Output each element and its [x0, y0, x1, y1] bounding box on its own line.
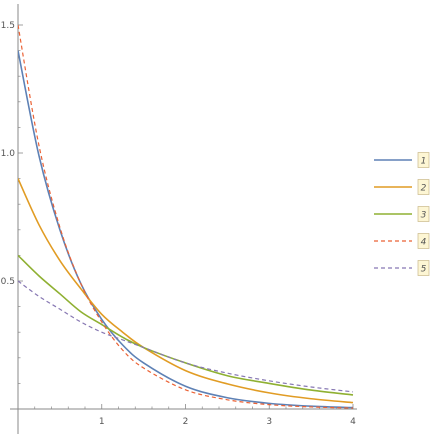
series-3-line [18, 254, 354, 396]
series-1-line [18, 50, 354, 409]
legend-label-box [417, 233, 430, 249]
legend: 1 2 3 4 5 [374, 152, 430, 276]
y-tick-label: 1.0 [1, 149, 16, 159]
legend-label-2: 2 [421, 184, 427, 194]
axes: 1 2 3 4 0.5 1.0 1.5 [1, 4, 357, 434]
legend-label-1: 1 [421, 157, 427, 167]
y-tick-label: 0.5 [1, 277, 15, 287]
series-5-line [18, 280, 354, 393]
series-4-line [18, 24, 354, 409]
x-tick-label: 2 [183, 417, 189, 427]
legend-label-box [417, 152, 430, 168]
x-tick-label: 3 [266, 417, 272, 427]
legend-label-3: 3 [421, 211, 427, 221]
x-tick-label: 4 [350, 417, 356, 427]
legend-label-4: 4 [421, 238, 427, 248]
plot-area [18, 24, 354, 409]
series-2-line [18, 178, 354, 404]
y-tick-label: 1.5 [1, 21, 15, 31]
legend-label-box [417, 260, 430, 276]
legend-label-5: 5 [421, 265, 427, 275]
legend-label-box [417, 206, 430, 222]
x-tick-label: 1 [99, 417, 105, 427]
legend-label-box [417, 179, 430, 195]
